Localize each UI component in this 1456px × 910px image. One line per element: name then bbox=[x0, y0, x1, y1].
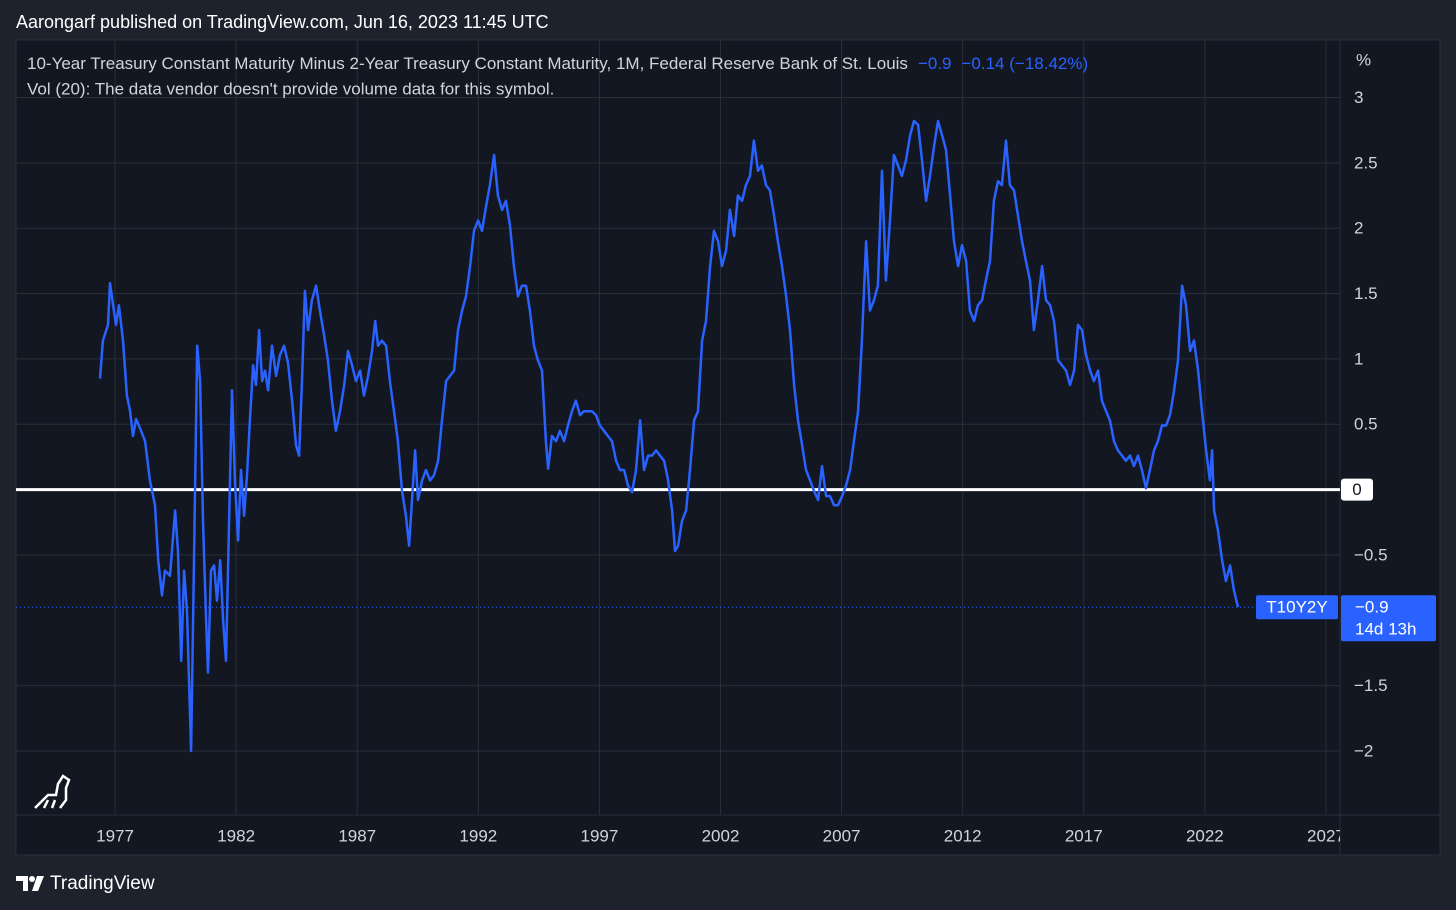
footer-logo bbox=[16, 876, 44, 891]
y-tick-label: 0 bbox=[1352, 480, 1361, 499]
x-tick-label: 2027 bbox=[1307, 826, 1345, 845]
overlay: −2 −1.5 −0.5 0 0.5 1 1.5 2 2.5 3 T10Y2Y −0.9 14d 13h bbox=[1256, 88, 1436, 760]
y-tick-label: −0.5 bbox=[1354, 545, 1388, 564]
x-tick-label: 2012 bbox=[944, 826, 982, 845]
x-tick-label: 1987 bbox=[338, 826, 376, 845]
y-tick-label: 1 bbox=[1354, 349, 1363, 368]
legend-title: 10-Year Treasury Constant Maturity Minus… bbox=[27, 54, 1088, 73]
footer: TradingView bbox=[50, 873, 155, 894]
legend-value: −0.9 bbox=[918, 54, 952, 73]
logo-icon bbox=[34, 774, 71, 809]
x-tick-label: 1992 bbox=[459, 826, 497, 845]
y-tick-label: −1.5 bbox=[1354, 676, 1388, 695]
x-tick-label: 2017 bbox=[1065, 826, 1103, 845]
legend-change: −0.14 (−18.42%) bbox=[962, 54, 1089, 73]
header: Aarongarf published on TradingView.com, … bbox=[16, 12, 549, 32]
y-tick-label: 0.5 bbox=[1354, 415, 1378, 434]
chart-frame bbox=[15, 39, 1441, 856]
countdown-label: 14d 13h bbox=[1355, 620, 1416, 639]
plot bbox=[16, 119, 1340, 753]
y-tick-label: 2.5 bbox=[1354, 153, 1378, 172]
x-tick-label: 1982 bbox=[217, 826, 255, 845]
x-tick-label: 1997 bbox=[580, 826, 618, 845]
x-tick-label: 2022 bbox=[1186, 826, 1224, 845]
series-name-label: T10Y2Y bbox=[1266, 598, 1327, 617]
legend-title-text: 10-Year Treasury Constant Maturity Minus… bbox=[27, 54, 908, 73]
y-tick-label: 1.5 bbox=[1354, 284, 1378, 303]
zero-label-box bbox=[1341, 478, 1373, 501]
last-value-label: −0.9 bbox=[1355, 598, 1389, 617]
series-line bbox=[98, 119, 1240, 753]
last-value-box bbox=[1341, 595, 1436, 642]
series-name-box bbox=[1256, 595, 1338, 620]
y-tick-label: −2 bbox=[1354, 741, 1373, 760]
y-tick-label: 2 bbox=[1354, 219, 1363, 238]
y-tick-label: 3 bbox=[1354, 88, 1363, 107]
y-unit: % bbox=[1356, 50, 1371, 69]
x-tick-label: 1977 bbox=[96, 826, 134, 845]
x-tick-label: 2007 bbox=[823, 826, 861, 845]
volume-note: Vol (20): The data vendor doesn't provid… bbox=[27, 79, 554, 98]
time-axis: 1977 1982 1987 1992 1997 2002 2007 2012 2017 2022… bbox=[96, 826, 1345, 845]
x-tick-label: 2002 bbox=[702, 826, 740, 845]
